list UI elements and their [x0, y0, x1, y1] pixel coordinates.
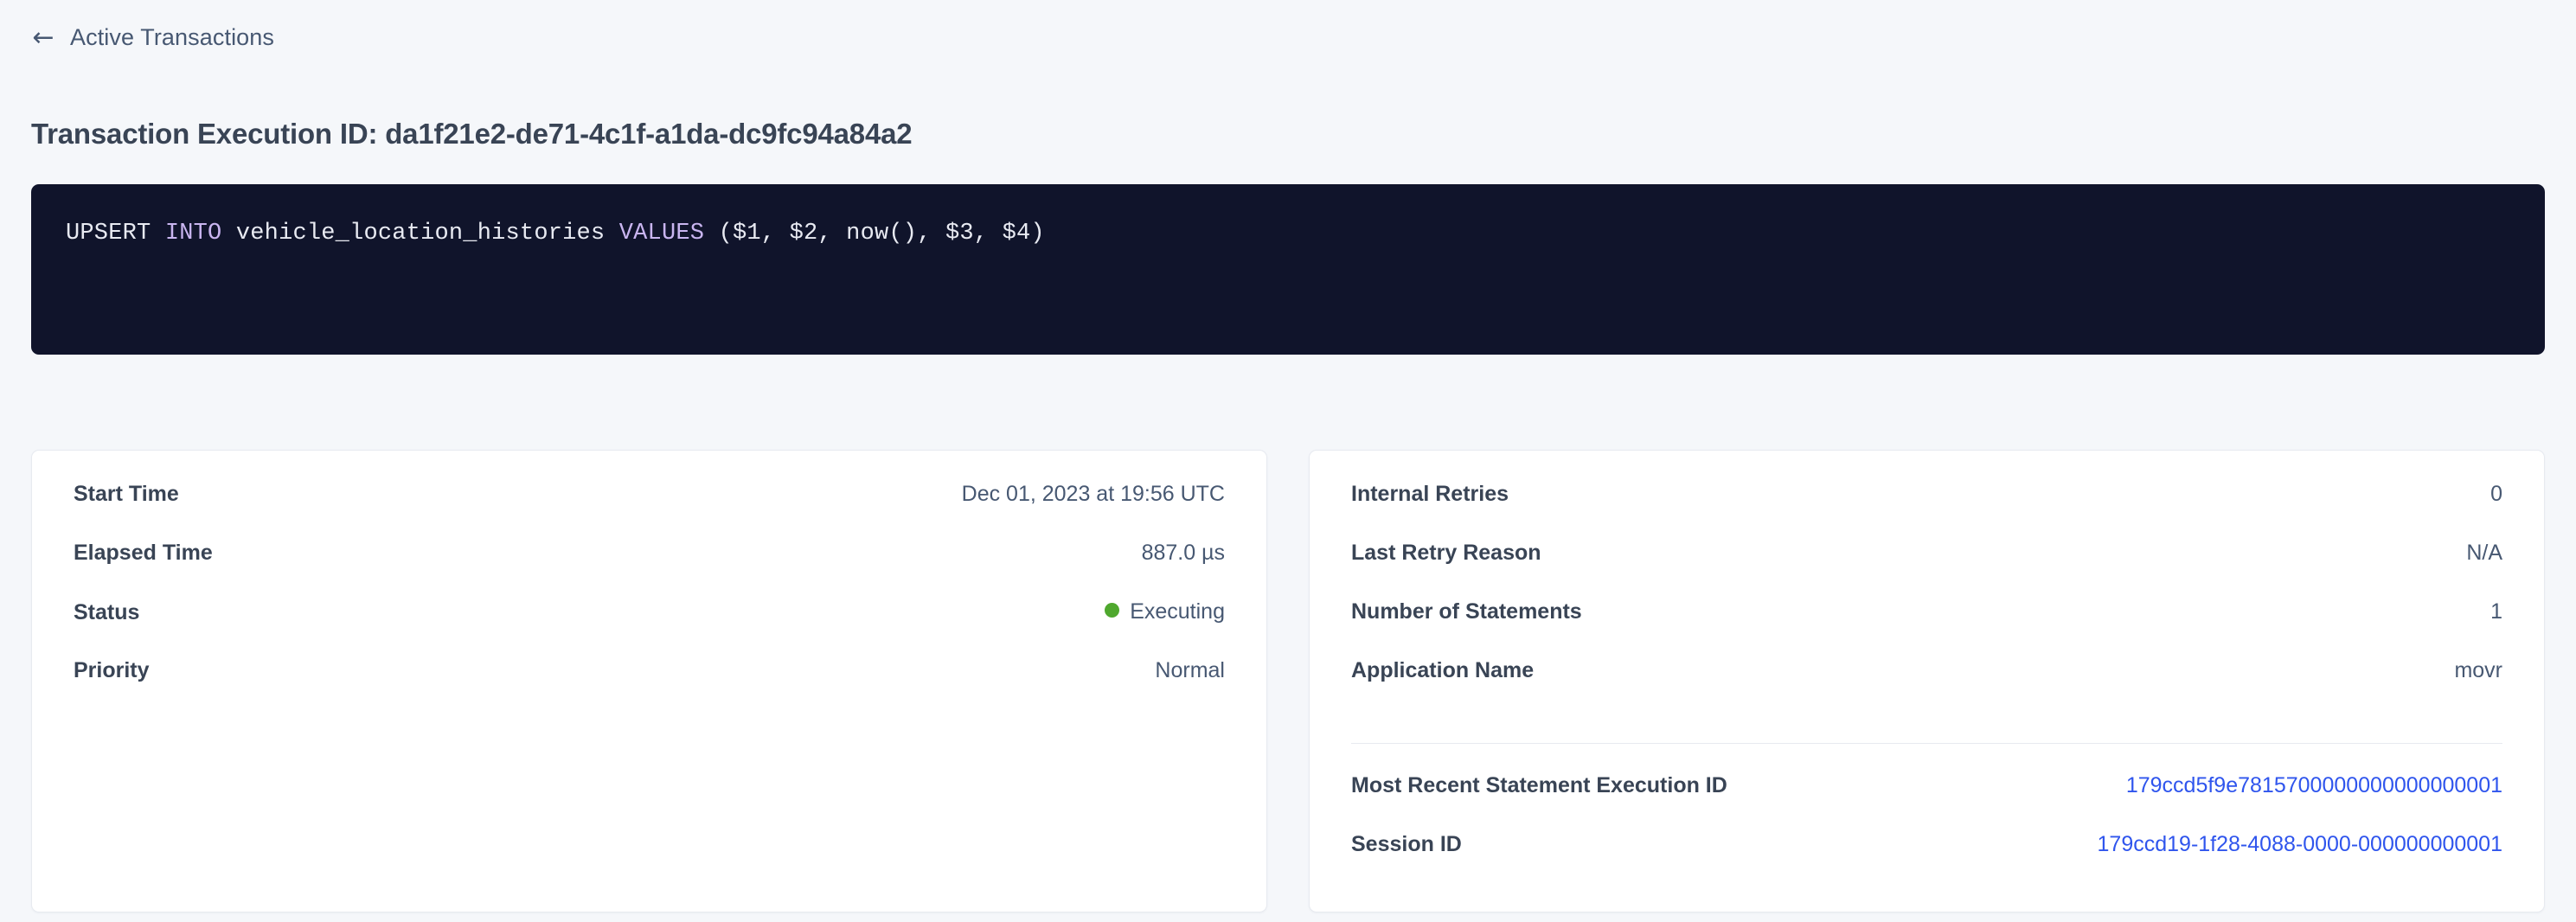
transaction-statistics-card: Internal Retries 0 Last Retry Reason N/A…: [1309, 450, 2545, 912]
transaction-overview-card: Start Time Dec 01, 2023 at 19:56 UTC Ela…: [31, 450, 1267, 912]
detail-label: Application Name: [1351, 658, 1535, 682]
detail-row-most-recent-statement-execution-id: Most Recent Statement Execution ID 179cc…: [1351, 773, 2502, 832]
detail-value: 0: [2490, 482, 2502, 506]
detail-label: Elapsed Time: [74, 541, 213, 565]
session-id-link[interactable]: 179ccd19-1f28-4088-0000-000000000001: [2097, 832, 2502, 856]
status-badge: Executing: [1105, 599, 1225, 624]
detail-row-priority: Priority Normal: [74, 658, 1225, 717]
detail-label: Priority: [74, 658, 150, 682]
sql-token-args: ($1, $2, now(), $3, $4): [718, 221, 1045, 247]
detail-row-elapsed-time: Elapsed Time 887.0 µs: [74, 541, 1225, 599]
detail-label: Internal Retries: [1351, 482, 1509, 506]
card-divider: [1351, 743, 2502, 744]
detail-value: 1: [2490, 599, 2502, 624]
back-link-label: Active Transactions: [70, 24, 275, 50]
sql-statement-line: UPSERT INTO vehicle_location_histories V…: [66, 219, 2545, 248]
detail-label: Number of Statements: [1351, 599, 1582, 624]
detail-label: Session ID: [1351, 832, 1462, 856]
detail-value: movr: [2454, 658, 2502, 682]
sql-statement-block: UPSERT INTO vehicle_location_histories V…: [31, 184, 2545, 355]
detail-cards-row: Start Time Dec 01, 2023 at 19:56 UTC Ela…: [31, 450, 2545, 912]
detail-label: Last Retry Reason: [1351, 541, 1541, 565]
detail-row-status: Status Executing: [74, 599, 1225, 658]
status-dot-icon: [1105, 603, 1120, 618]
detail-label: Most Recent Statement Execution ID: [1351, 773, 1727, 797]
detail-value: N/A: [2466, 541, 2502, 565]
detail-value: Dec 01, 2023 at 19:56 UTC: [961, 482, 1225, 506]
detail-row-internal-retries: Internal Retries 0: [1351, 482, 2502, 541]
page-title: Transaction Execution ID: da1f21e2-de71-…: [31, 118, 913, 150]
sql-token-upsert: UPSERT: [66, 221, 151, 247]
back-to-active-transactions-link[interactable]: ← Active Transactions: [31, 24, 274, 51]
sql-token-table: vehicle_location_histories: [235, 221, 606, 247]
detail-row-session-id: Session ID 179ccd19-1f28-4088-0000-00000…: [1351, 832, 2502, 891]
sql-token-into: INTO: [164, 221, 222, 247]
statement-execution-id-link[interactable]: 179ccd5f9e7815700000000000000001: [2125, 773, 2502, 797]
detail-row-number-of-statements: Number of Statements 1: [1351, 599, 2502, 658]
detail-label: Start Time: [74, 482, 179, 506]
arrow-left-icon: ←: [32, 22, 54, 53]
detail-row-last-retry-reason: Last Retry Reason N/A: [1351, 541, 2502, 599]
detail-row-application-name: Application Name movr: [1351, 658, 2502, 717]
detail-row-start-time: Start Time Dec 01, 2023 at 19:56 UTC: [74, 482, 1225, 541]
detail-label: Status: [74, 600, 140, 624]
detail-value: Normal: [1155, 658, 1225, 682]
status-label: Executing: [1130, 599, 1225, 624]
detail-value: 887.0 µs: [1141, 541, 1225, 565]
sql-token-values: VALUES: [618, 221, 705, 247]
